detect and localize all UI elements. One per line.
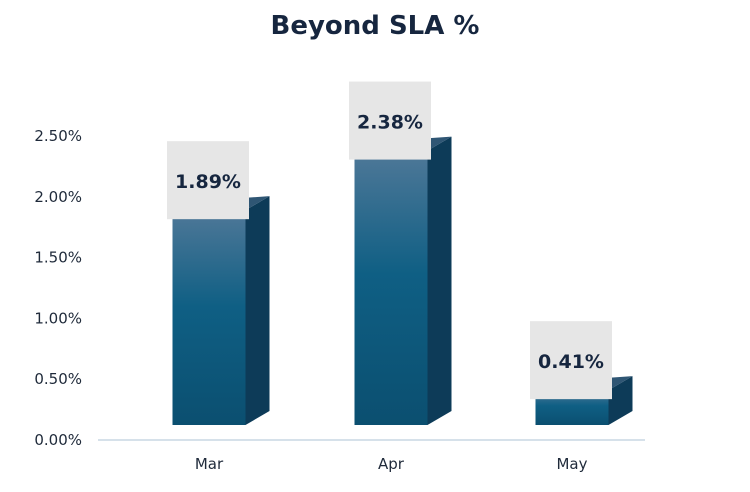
chart-title: Beyond SLA % xyxy=(271,11,480,41)
y-tick-label: 2.50% xyxy=(34,127,82,145)
data-label-box xyxy=(167,141,249,220)
data-label-text: 0.41% xyxy=(538,351,604,373)
bar xyxy=(354,150,428,426)
data-label: 2.38% xyxy=(349,81,431,160)
y-tick-label: 2.00% xyxy=(34,188,82,206)
x-tick-label: May xyxy=(556,455,587,473)
bar-side-face xyxy=(245,196,270,425)
data-label: 1.89% xyxy=(167,141,249,220)
bar-mar xyxy=(172,196,270,425)
bar xyxy=(172,210,246,425)
y-tick-label: 1.50% xyxy=(34,249,82,267)
y-tick-label: 0.50% xyxy=(34,370,82,388)
bar-apr xyxy=(354,136,452,426)
bar-series: 1.89% 2.38% 0.41% xyxy=(167,81,633,426)
data-label-text: 1.89% xyxy=(175,171,241,193)
data-label-text: 2.38% xyxy=(357,112,423,134)
data-label: 0.41% xyxy=(530,321,612,400)
x-tick-label: Apr xyxy=(378,455,405,473)
y-tick-label: 0.00% xyxy=(34,431,82,449)
x-axis: Mar Apr May xyxy=(195,455,588,473)
data-label-box xyxy=(530,321,612,400)
y-axis: 0.00% 0.50% 1.00% 1.50% 2.00% 2.50% xyxy=(34,127,82,449)
data-label-box xyxy=(349,81,431,160)
x-tick-label: Mar xyxy=(195,455,224,473)
bar-side-face xyxy=(427,136,452,426)
bar-side-face xyxy=(608,376,633,425)
y-tick-label: 1.00% xyxy=(34,309,82,327)
